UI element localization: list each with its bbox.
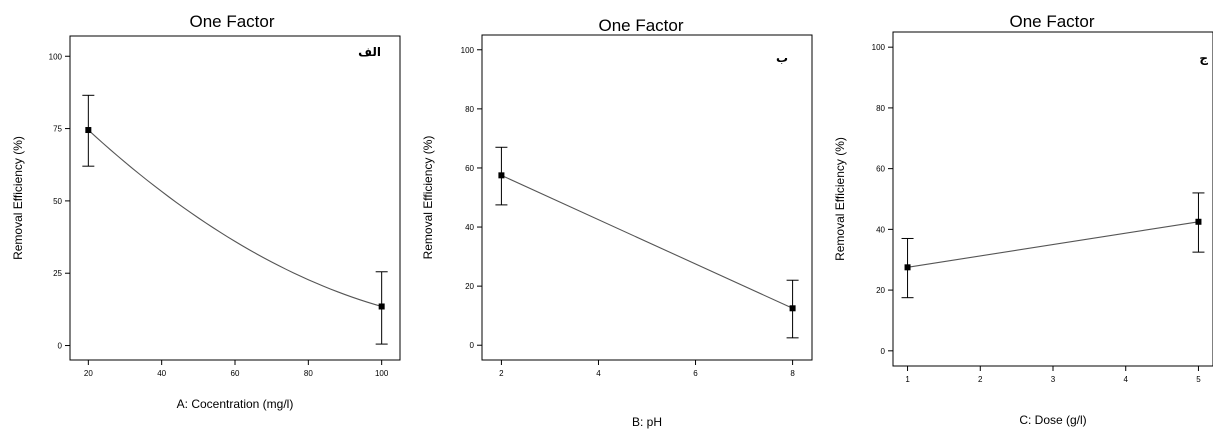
x-tick-label: 1 (905, 375, 910, 384)
x-tick-label: 4 (1124, 375, 1129, 384)
x-tick-label: 20 (84, 369, 93, 378)
y-tick-label: 40 (876, 225, 885, 234)
chart-title: One Factor (598, 16, 683, 35)
data-point (378, 303, 385, 310)
plot-frame (481, 34, 813, 361)
y-tick-label: 80 (465, 105, 474, 114)
x-tick-label: 8 (790, 369, 795, 378)
y-tick-label: 40 (465, 223, 474, 232)
y-tick-label: 0 (58, 342, 63, 351)
data-point (789, 305, 796, 312)
x-axis-label: B: pH (632, 415, 662, 429)
data-point (498, 172, 505, 179)
panel-ph: One Factor ب B: pH Removal Efficiency (%) 2 4… (421, 16, 813, 429)
x-tick-label: 100 (375, 369, 389, 378)
x-axis-label: C: Dose (g/l) (1019, 413, 1086, 427)
y-tick-label: 100 (461, 46, 475, 55)
y-tick-label: 20 (876, 286, 885, 295)
chart-title: One Factor (1009, 12, 1094, 31)
x-tick-label: 4 (596, 369, 601, 378)
series-line (501, 174, 793, 309)
panel-letter: الف (358, 45, 381, 59)
y-tick-label: 100 (872, 43, 886, 52)
series-line (87, 129, 382, 308)
panel-letter: ب (776, 51, 788, 65)
y-axis-label: Removal Efficiency (%) (833, 137, 847, 261)
plot-frame (69, 35, 401, 361)
y-axis-label: Removal Efficiency (%) (421, 136, 435, 260)
data-point (904, 264, 911, 271)
y-tick-label: 80 (876, 104, 885, 113)
x-axis-label: A: Cocentration (mg/l) (177, 397, 294, 411)
y-tick-label: 60 (876, 165, 885, 174)
x-tick-label: 40 (157, 369, 166, 378)
x-tick-label: 2 (978, 375, 983, 384)
panel-letter: ج (1199, 51, 1208, 65)
panel-dose: One Factor ج C: Dose (g/l) Removal Efficien… (833, 12, 1213, 427)
y-tick-label: 20 (465, 282, 474, 291)
data-point (85, 127, 92, 134)
x-tick-label: 3 (1051, 375, 1056, 384)
y-tick-label: 50 (53, 197, 62, 206)
x-tick-label: 6 (693, 369, 698, 378)
y-tick-label: 60 (465, 164, 474, 173)
panel-concentration: One Factor الف A: Cocentration (mg/l) Remov… (11, 12, 401, 411)
x-tick-label: 60 (231, 369, 240, 378)
y-tick-label: 75 (53, 125, 62, 134)
x-tick-label: 5 (1196, 375, 1201, 384)
y-tick-label: 0 (470, 341, 475, 350)
x-tick-label: 80 (304, 369, 313, 378)
plot-frame (892, 31, 1213, 367)
y-tick-label: 0 (881, 347, 886, 356)
series-line (907, 221, 1199, 268)
y-axis-label: Removal Efficiency (%) (11, 136, 25, 260)
y-tick-label: 100 (49, 52, 63, 61)
chart-title: One Factor (189, 12, 274, 31)
data-point (1195, 218, 1202, 225)
x-tick-label: 2 (499, 369, 504, 378)
y-tick-label: 25 (53, 269, 62, 278)
